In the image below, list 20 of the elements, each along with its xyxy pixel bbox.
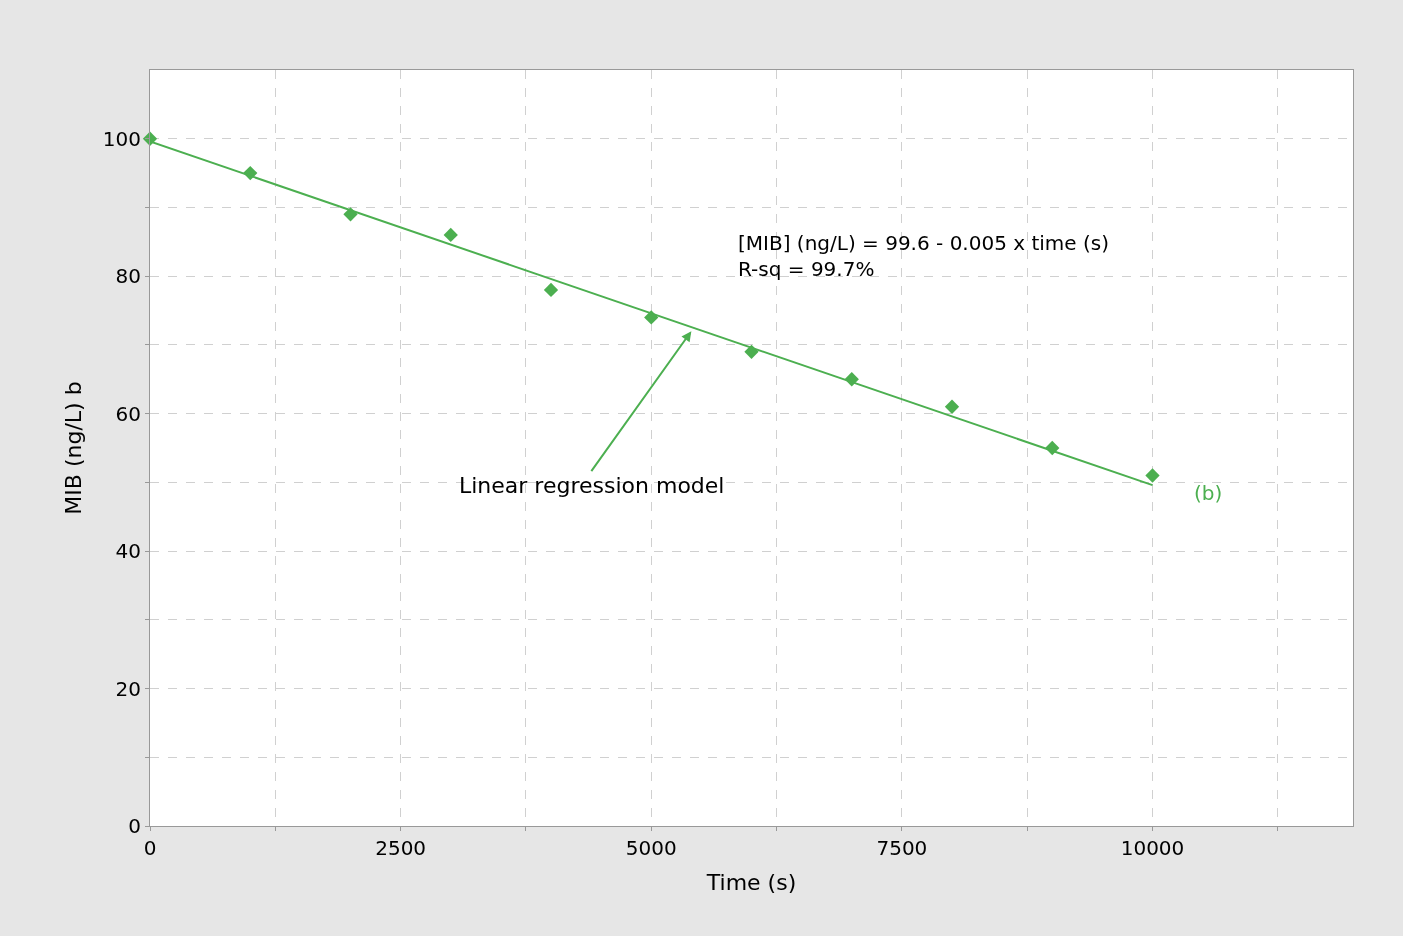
y-tick-label: 100 [102, 126, 141, 151]
y-tick-label: 40 [115, 539, 141, 564]
x-tick-label: 10000 [1120, 836, 1185, 860]
y-tick-label: 80 [115, 264, 141, 289]
y-tick-label: 20 [115, 676, 141, 701]
y-tick-label: 0 [128, 814, 141, 838]
x-tick-label: 7500 [876, 836, 928, 860]
point [944, 399, 960, 414]
point [543, 282, 559, 298]
annotation: [MIB] (ng/L) = 99.6 - 0.005 x time (s) R-sq = 99.7% [738, 231, 1110, 281]
point [443, 227, 458, 243]
y-axis-title: MIB (ng/L) b [60, 381, 86, 515]
x-tick-label: 2500 [375, 836, 427, 860]
point [1145, 468, 1160, 483]
x-tick-label: 5000 [625, 836, 677, 860]
x-tick-label: 0 [143, 836, 157, 860]
annotation: Linear regression model [459, 473, 725, 498]
y-tick-label: 60 [115, 401, 141, 426]
annotation: (b) [1194, 481, 1223, 505]
x-axis-title: Time (s) [705, 869, 797, 895]
